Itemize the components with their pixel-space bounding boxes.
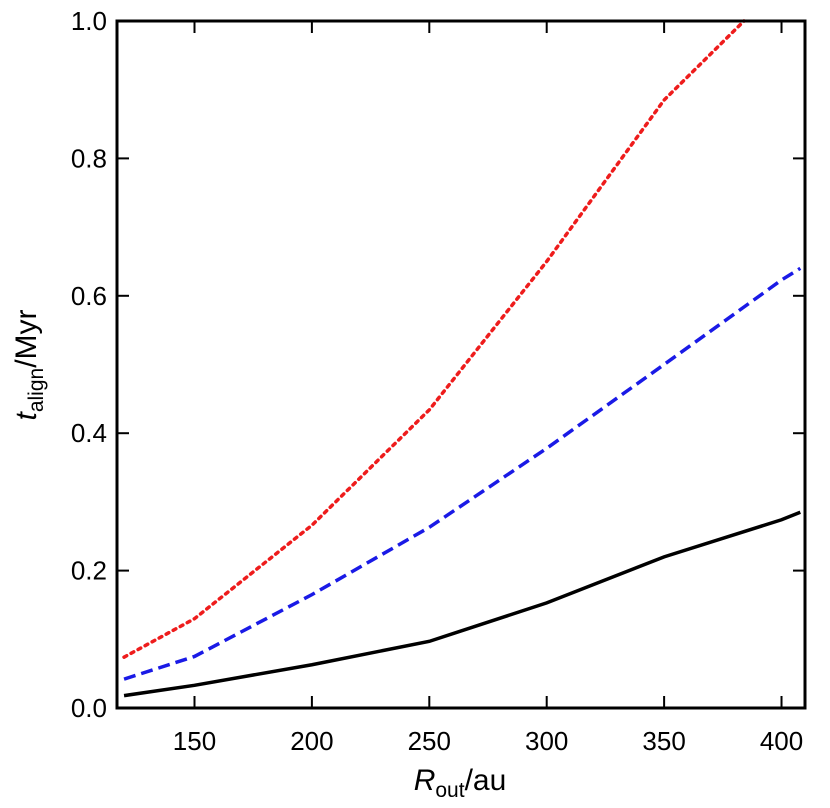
y-tick-label: 0.6: [71, 281, 107, 311]
y-tick-label: 0.4: [71, 418, 107, 448]
y-tick-label: 1.0: [71, 6, 107, 36]
y-label-symbol: t: [10, 411, 43, 421]
y-tick-label: 0.8: [71, 143, 107, 173]
x-tick-label: 200: [290, 726, 333, 756]
data-line: [123, 266, 802, 681]
plot-frame: [115, 19, 807, 710]
x-tick-label: 350: [642, 726, 685, 756]
x-label-unit: /au: [465, 764, 507, 797]
x-label-symbol: R: [414, 764, 436, 797]
x-label-subscript: out: [435, 779, 464, 802]
y-axis-label: talign/Myr: [10, 309, 48, 420]
x-tick-label: 300: [525, 726, 568, 756]
x-tick-label: 250: [408, 726, 451, 756]
y-label-subscript: align: [25, 368, 48, 412]
x-axis-label: Rout/au: [414, 764, 507, 802]
x-tick-label: 150: [173, 726, 216, 756]
x-tick-label: 400: [760, 726, 803, 756]
y-tick-label: 0.0: [71, 693, 107, 723]
data-line: [122, 19, 746, 659]
y-label-unit: /Myr: [10, 309, 43, 367]
y-tick-label: 0.2: [71, 556, 107, 586]
data-line: [123, 510, 801, 698]
